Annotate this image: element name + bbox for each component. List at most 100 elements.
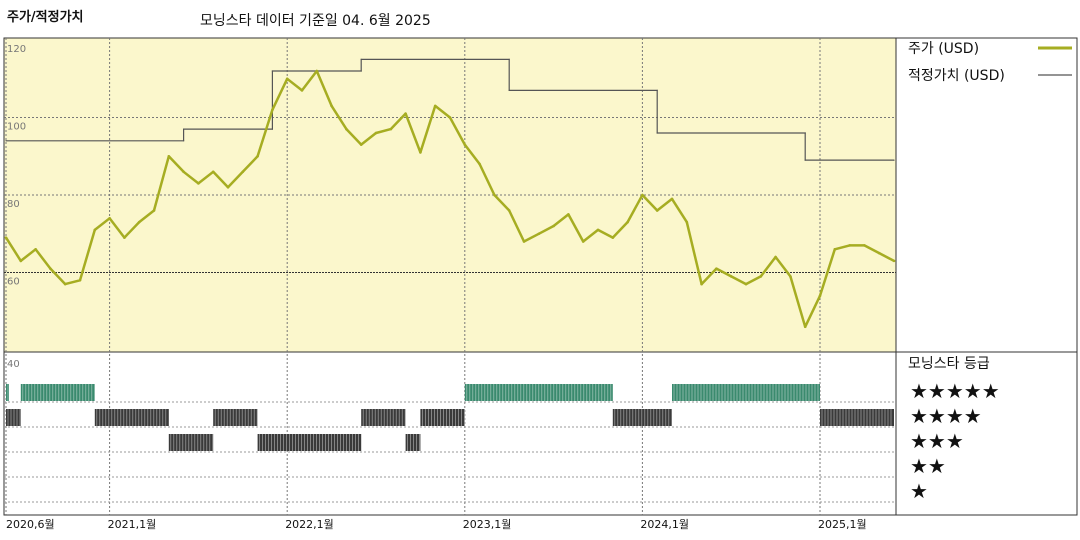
legend-fair-value-label: 적정가치 (USD) xyxy=(908,68,1005,84)
price-point xyxy=(448,116,452,119)
fair-value-point xyxy=(508,58,510,60)
price-point xyxy=(123,236,126,239)
rating-bar xyxy=(820,409,894,426)
rating-star-labels: ★★★★★★★★★★★★★★★ xyxy=(910,379,1000,503)
legend-price-label: 주가 (USD) xyxy=(908,41,979,57)
price-point xyxy=(552,224,555,228)
price-point xyxy=(507,209,511,212)
x-tick-labels: 2020,6월 2021,1월 2022,1월 2023,1월 2024,1월 2025,… xyxy=(6,518,867,531)
price-point xyxy=(433,104,437,108)
price-point xyxy=(715,267,718,270)
price-point xyxy=(537,232,541,236)
fair-value-point xyxy=(5,140,7,142)
price-point xyxy=(419,151,422,154)
price-point xyxy=(4,236,8,239)
price-point xyxy=(182,170,185,174)
fair-value-point xyxy=(183,140,185,142)
price-point xyxy=(374,131,378,135)
price-point xyxy=(744,282,748,286)
price-point xyxy=(833,247,837,251)
fair-value-point xyxy=(271,128,273,130)
price-point xyxy=(241,170,245,174)
y-tick-label: 80 xyxy=(7,199,20,210)
price-point xyxy=(330,104,333,108)
rating-label: ★★★★★ xyxy=(910,379,1000,403)
fair-value-point xyxy=(271,70,273,72)
price-point xyxy=(892,259,896,263)
legend: 주가 (USD) 적정가치 (USD) xyxy=(908,41,1072,84)
fair-value-point xyxy=(656,89,658,91)
fair-value-point xyxy=(508,89,510,91)
fair-value-point xyxy=(360,58,362,60)
price-point xyxy=(226,185,230,189)
rating-bar xyxy=(6,384,9,401)
price-point xyxy=(345,127,348,131)
fair-value-line xyxy=(6,58,894,161)
price-point xyxy=(49,267,52,270)
price-point xyxy=(567,213,570,216)
rating-label: ★★ xyxy=(910,454,946,478)
price-point xyxy=(655,209,659,212)
price-point xyxy=(789,275,792,278)
x-tick-label: 2020,6월 xyxy=(6,518,55,531)
price-point xyxy=(211,170,215,174)
fair-value-point xyxy=(183,128,185,130)
price-point xyxy=(108,216,111,220)
price-point xyxy=(197,182,200,185)
price-point xyxy=(641,193,644,197)
data-date-subtitle: 모닝스타 데이터 기준일 04. 6월 2025 xyxy=(200,13,431,29)
price-point xyxy=(877,251,881,255)
price-point xyxy=(848,244,851,247)
rating-bar xyxy=(612,409,672,426)
price-point xyxy=(167,154,171,158)
rating-bars xyxy=(6,384,894,451)
price-point xyxy=(78,278,82,282)
x-tick-label: 2021,1월 xyxy=(108,518,157,531)
y-tick-label: 100 xyxy=(7,122,26,133)
price-point xyxy=(685,220,689,224)
rating-bar xyxy=(257,434,362,451)
price-point xyxy=(581,240,585,243)
y-tick-label: 60 xyxy=(7,277,20,288)
y-tick-label: 120 xyxy=(7,44,26,55)
x-tick-label: 2023,1월 xyxy=(463,518,512,531)
price-point xyxy=(493,193,496,197)
rating-bar xyxy=(94,409,169,426)
y-tick-label: 40 xyxy=(7,359,20,370)
price-point xyxy=(19,259,23,263)
fair-value-point xyxy=(360,70,362,72)
rating-panel-frame xyxy=(3,351,1078,516)
rating-label: ★ xyxy=(910,479,928,503)
price-point xyxy=(389,127,393,131)
rating-panel-title: 모닝스타 등급 xyxy=(908,356,990,372)
price-point xyxy=(700,282,703,286)
rating-bar xyxy=(20,384,95,401)
price-point xyxy=(93,228,97,232)
price-point xyxy=(256,154,259,158)
price-point xyxy=(63,282,67,286)
price-point xyxy=(626,220,629,224)
price-point xyxy=(759,275,763,278)
price-point xyxy=(285,77,289,81)
x-tick-label: 2024,1월 xyxy=(640,518,689,531)
price-point xyxy=(729,275,733,278)
fair-value-point xyxy=(804,159,806,161)
price-point xyxy=(670,197,674,201)
price-point xyxy=(596,228,600,232)
price-point xyxy=(137,220,141,224)
rating-label: ★★★ xyxy=(910,429,964,453)
price-point xyxy=(300,89,304,92)
price-point xyxy=(152,209,156,212)
chart-title: 주가/적정가치 xyxy=(7,10,84,25)
price-point xyxy=(803,325,807,329)
price-point xyxy=(818,294,822,298)
price-point xyxy=(774,255,777,259)
fair-value-point xyxy=(656,132,658,134)
price-point xyxy=(315,69,319,73)
price-point xyxy=(611,236,615,239)
series-lines xyxy=(4,58,896,329)
price-point xyxy=(863,244,866,247)
y-tick-labels: 120 100 80 60 40 xyxy=(7,44,26,370)
x-tick-label: 2022,1월 xyxy=(285,518,334,531)
